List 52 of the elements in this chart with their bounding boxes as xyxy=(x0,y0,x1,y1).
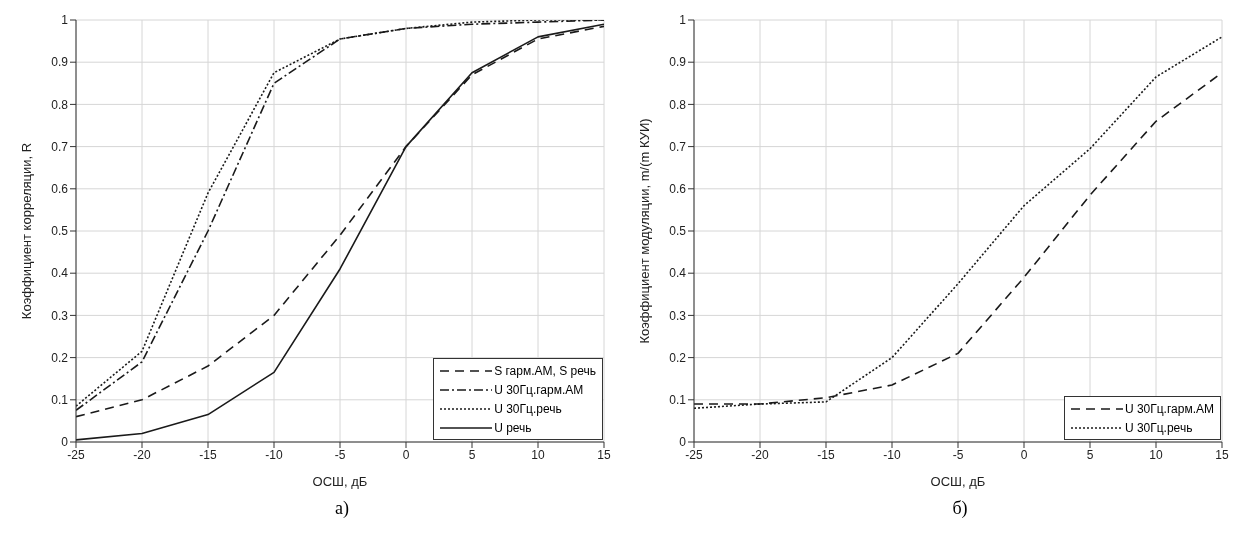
x-tick-label: -20 xyxy=(751,447,769,462)
y-axis-title: Коэффициент модуляции, m/(m КУИ) xyxy=(636,118,652,344)
y-tick-label: 0.7 xyxy=(51,139,69,154)
x-tick-label: -5 xyxy=(334,447,346,462)
y-tick-label: 0.9 xyxy=(669,55,687,70)
y-tick-label: 0.6 xyxy=(669,182,687,197)
y-tick-label: 0 xyxy=(679,435,687,450)
y-tick-label: 0.8 xyxy=(669,97,687,112)
x-axis-title: ОСШ, дБ xyxy=(930,474,986,489)
x-tick-label: -5 xyxy=(952,447,964,462)
legend-label: U 30Гц.гарм.АМ xyxy=(1124,401,1214,416)
x-tick-label: -15 xyxy=(817,447,835,462)
x-tick-label: 5 xyxy=(1086,447,1094,462)
x-tick-label: -25 xyxy=(67,447,85,462)
y-tick-label: 0.9 xyxy=(51,55,69,70)
x-tick-label: -15 xyxy=(199,447,217,462)
legend-label: U 30Гц.речь xyxy=(1124,420,1193,435)
y-tick-label: 0.2 xyxy=(669,350,687,365)
x-tick-label: -20 xyxy=(133,447,151,462)
y-tick-label: 0.2 xyxy=(51,350,69,365)
legend-label: U 30Гц.гарм.АМ xyxy=(494,382,584,397)
y-tick-label: 1 xyxy=(679,13,687,28)
y-tick-label: 0.5 xyxy=(51,224,69,239)
y-tick-label: 0.3 xyxy=(669,308,687,323)
y-tick-label: 0.7 xyxy=(669,139,687,154)
x-tick-label: 0 xyxy=(402,447,410,462)
y-tick-label: 0.8 xyxy=(51,97,69,112)
x-tick-label: 15 xyxy=(597,447,611,462)
x-tick-label: -10 xyxy=(883,447,901,462)
y-tick-label: 0.4 xyxy=(669,266,687,281)
legend-label: U 30Гц.речь xyxy=(494,401,562,416)
x-tick-label: 0 xyxy=(1020,447,1028,462)
y-axis-title: Коэффициент корреляции, R xyxy=(18,142,34,320)
y-tick-label: 0.6 xyxy=(51,182,69,197)
text: б) xyxy=(951,498,969,519)
y-tick-label: 0.3 xyxy=(51,308,69,323)
text: а) xyxy=(334,498,350,519)
x-tick-label: -25 xyxy=(685,447,703,462)
x-tick-label: -10 xyxy=(265,447,283,462)
y-tick-label: 0 xyxy=(61,435,69,450)
legend-label: U речь xyxy=(494,420,532,435)
x-tick-label: 10 xyxy=(531,447,545,462)
x-tick-label: 15 xyxy=(1215,447,1229,462)
x-tick-label: 10 xyxy=(1149,447,1163,462)
y-tick-label: 0.5 xyxy=(669,224,687,239)
y-tick-label: 0.1 xyxy=(669,393,687,408)
x-tick-label: 5 xyxy=(468,447,476,462)
y-tick-label: 0.1 xyxy=(51,393,69,408)
legend-label: S гарм.АМ, S речь xyxy=(494,363,596,378)
y-tick-label: 0.4 xyxy=(51,266,69,281)
y-tick-label: 1 xyxy=(61,13,69,28)
x-axis-title: ОСШ, дБ xyxy=(312,474,368,489)
